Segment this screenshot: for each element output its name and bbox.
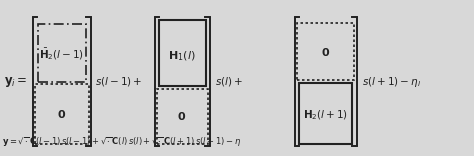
Text: $\mathbf{H}_2(l+1)$: $\mathbf{H}_2(l+1)$ (303, 108, 348, 122)
Bar (157, 89, 208, 144)
Text: $s(l)+$: $s(l)+$ (215, 75, 243, 88)
Bar (297, 23, 354, 80)
Bar (159, 20, 206, 86)
Text: $\mathbf{y}_i =$: $\mathbf{y}_i =$ (4, 75, 27, 89)
Text: $\mathbf{0}$: $\mathbf{0}$ (321, 46, 330, 58)
Text: $\bar{\mathbf{H}}_2(l-1)$: $\bar{\mathbf{H}}_2(l-1)$ (39, 46, 84, 62)
Text: $s(l+1) - \eta_l$: $s(l+1) - \eta_l$ (362, 75, 421, 89)
Bar (35, 84, 89, 144)
Text: $\mathbf{H}_1(l)$: $\mathbf{H}_1(l)$ (168, 50, 196, 63)
Bar (38, 24, 86, 82)
Bar (299, 83, 352, 144)
Text: $\mathbf{0}$: $\mathbf{0}$ (57, 108, 66, 120)
Text: $\mathbf{y} = \sqrt{\cdot}\,\mathbf{C}(l-1)\,s(l-1) + \sqrt{\cdot}\,\mathbf{C}(l: $\mathbf{y} = \sqrt{\cdot}\,\mathbf{C}(l… (2, 135, 241, 149)
Text: $\mathbf{0}$: $\mathbf{0}$ (177, 110, 187, 122)
Text: $s(l-1)+$: $s(l-1)+$ (95, 75, 142, 88)
